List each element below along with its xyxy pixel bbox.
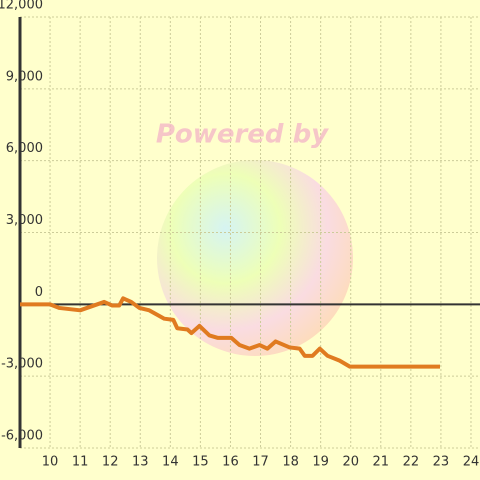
y-tick-label: -3,000 <box>1 357 43 372</box>
y-tick-label: 6,000 <box>6 141 43 156</box>
watermark-text: Powered by <box>156 120 329 150</box>
x-tick-label: 19 <box>312 455 329 470</box>
watermark-logo <box>157 160 353 356</box>
y-tick-label: 12,000 <box>0 0 43 13</box>
x-tick-label: 17 <box>252 455 269 470</box>
data-line <box>20 296 441 369</box>
y-tick-label: 9,000 <box>6 69 43 84</box>
x-tick-label: 11 <box>72 455 89 470</box>
x-tick-label: 24 <box>463 455 480 470</box>
x-tick-label: 13 <box>132 455 149 470</box>
x-tick-label: 20 <box>342 455 359 470</box>
x-tick-label: 15 <box>192 455 209 470</box>
x-tick-label: 10 <box>42 455 59 470</box>
plot: -6,000 -3,000 0 3,000 6,000 9,000 12,000 10 11 12… <box>0 0 480 470</box>
y-tick-label: -6,000 <box>1 429 43 444</box>
x-tick-label: 22 <box>403 455 420 470</box>
x-tick-label: 12 <box>102 455 119 470</box>
y-tick-label: 3,000 <box>6 213 43 228</box>
x-tick-label: 16 <box>222 455 239 470</box>
x-tick-label: 21 <box>373 455 390 470</box>
y-tick-label: 0 <box>35 285 43 300</box>
x-tick-label: 23 <box>433 455 450 470</box>
x-tick-label: 14 <box>162 455 179 470</box>
x-tick-label: 18 <box>282 455 299 470</box>
